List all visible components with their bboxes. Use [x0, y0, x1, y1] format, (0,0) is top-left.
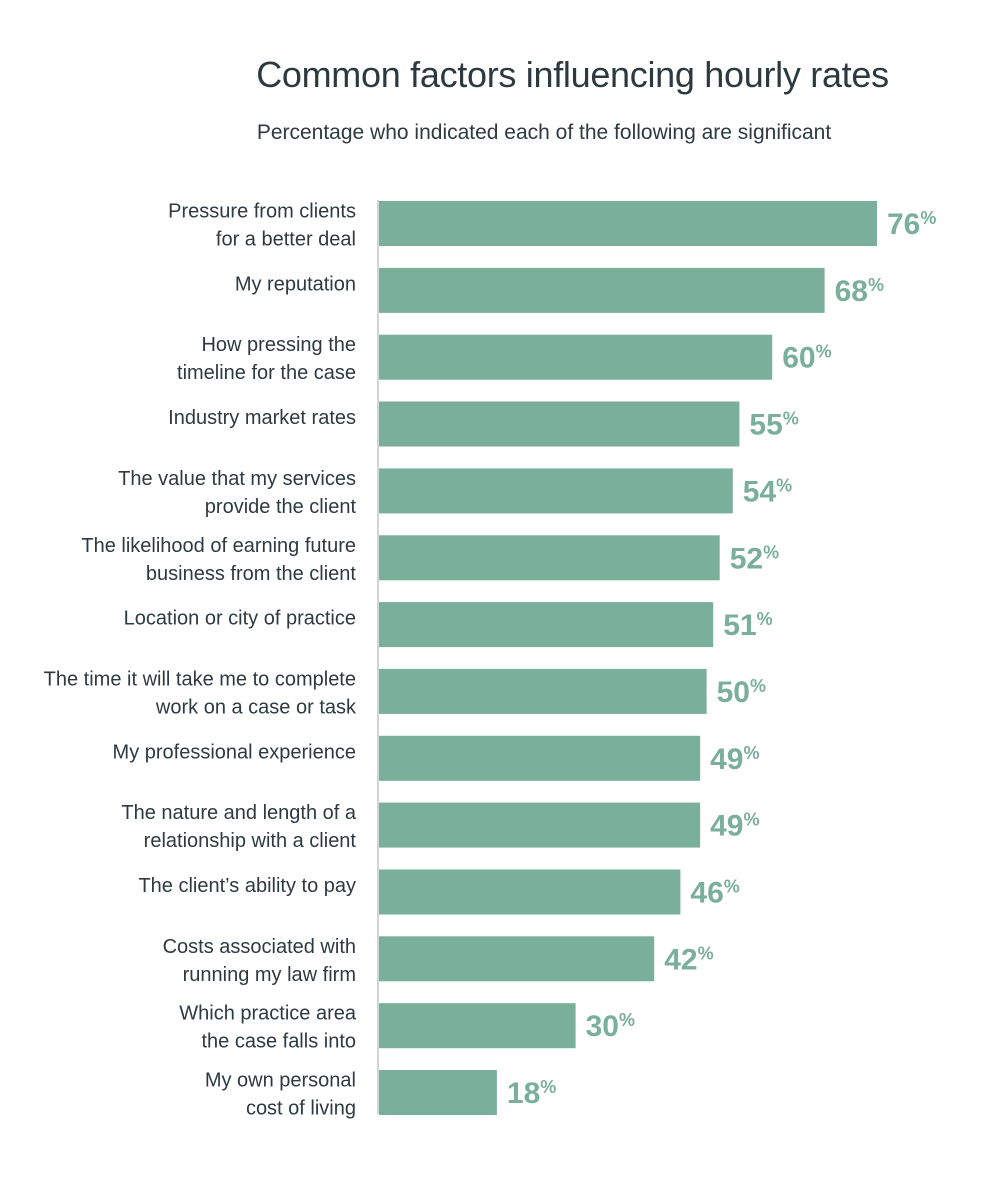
bar-value-label: 49%	[710, 743, 759, 776]
bar	[379, 201, 877, 246]
bar	[379, 401, 740, 447]
bar-value-label: 42%	[664, 943, 713, 976]
category-label: Which practice area the case falls into	[179, 1003, 357, 1053]
category-label: How pressing the timeline for the case	[177, 334, 356, 384]
category-label: The time it will take me to complete work…	[44, 668, 357, 718]
chart-subtitle: Percentage who indicated each of the fol…	[256, 121, 832, 144]
category-label: Location or city of practice	[124, 608, 356, 630]
category-label: My own personal cost of living	[205, 1070, 356, 1120]
bar-value-label: 50%	[717, 676, 766, 709]
bar	[379, 468, 733, 514]
category-label: The value that my services provide the cl…	[118, 468, 356, 518]
bar-value-label: 60%	[782, 342, 831, 375]
bar-value-label: 68%	[835, 275, 884, 308]
category-label: Industry market rates	[168, 407, 356, 429]
bar	[379, 802, 701, 848]
bar	[379, 535, 720, 581]
bar	[379, 602, 714, 648]
bar	[379, 267, 825, 313]
bar	[379, 668, 707, 714]
category-label: The likelihood of earning future business…	[81, 535, 356, 585]
category-label: Pressure from clients for a better deal	[168, 201, 356, 251]
bar	[379, 1003, 576, 1049]
bar-value-label: 76%	[887, 208, 936, 241]
category-label: My reputation	[235, 273, 356, 295]
bar-value-label: 46%	[690, 877, 739, 910]
bar-value-label: 54%	[743, 475, 792, 508]
bar-value-label: 55%	[749, 409, 798, 442]
chart-title: Common factors influencing hourly rates	[256, 54, 889, 95]
bar	[379, 735, 701, 781]
category-label: Costs associated with running my law firm	[163, 936, 356, 986]
category-label: The client’s ability to pay	[138, 875, 356, 897]
bar-value-label: 51%	[723, 609, 772, 642]
bar-value-label: 49%	[710, 810, 759, 843]
bar	[379, 936, 655, 982]
bar-value-label: 30%	[586, 1010, 635, 1043]
bar	[379, 1070, 497, 1115]
bar-value-label: 52%	[730, 542, 779, 575]
bar-value-label: 18%	[507, 1077, 556, 1110]
category-label: My professional experience	[113, 741, 356, 763]
bar	[379, 869, 681, 915]
bar	[379, 334, 773, 380]
category-label: The nature and length of a relationship w…	[121, 802, 356, 852]
